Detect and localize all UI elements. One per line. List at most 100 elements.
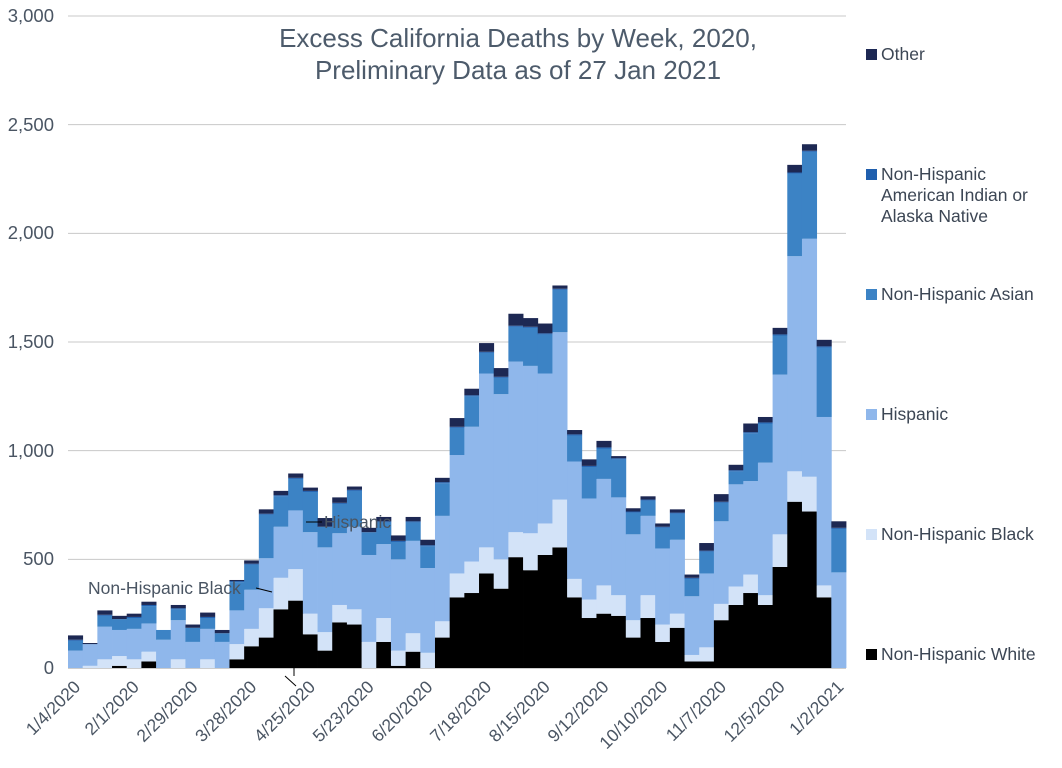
- bar-segment: [655, 527, 671, 549]
- bar-segment: [611, 615, 627, 668]
- bar-segment: [97, 610, 113, 615]
- bar-segment: [170, 604, 186, 609]
- bar-segment: [743, 423, 759, 433]
- annotation-leader-tick: [284, 675, 297, 687]
- bar-segment: [200, 628, 216, 660]
- legend-swatch: [866, 49, 877, 60]
- legend-label: Other: [881, 44, 925, 64]
- bar-segment: [552, 547, 568, 668]
- bar-segment: [229, 644, 245, 660]
- bar-segment: [596, 447, 612, 449]
- bar-segment: [390, 541, 407, 560]
- bar-segment: [258, 608, 274, 638]
- bar-segment: [713, 620, 729, 668]
- bar-segment: [229, 610, 245, 645]
- bar-segment: [346, 526, 362, 610]
- bar-segment: [479, 352, 495, 374]
- bar-segment: [258, 637, 274, 668]
- bar-segment: [523, 327, 539, 366]
- bar-segment: [801, 151, 818, 239]
- bar-segment: [346, 624, 362, 668]
- bar-segment: [112, 629, 128, 657]
- bar-segment: [493, 394, 509, 560]
- bar-segment: [229, 659, 245, 668]
- legend-swatch: [866, 649, 877, 660]
- bar-segment: [200, 659, 216, 668]
- bar-segment: [464, 561, 480, 594]
- bar-segment: [772, 335, 788, 375]
- bar-segment: [68, 650, 84, 668]
- bar-segment: [640, 499, 656, 501]
- bar-segment: [317, 526, 333, 548]
- bar-segment: [82, 644, 98, 666]
- x-tick-label: 8/15/2020: [485, 677, 554, 746]
- bar-segment: [302, 532, 318, 614]
- x-tick-labels: 1/4/20202/1/20202/29/20203/28/20204/25/2…: [22, 677, 848, 753]
- bar-segment: [552, 285, 568, 289]
- bar-segment: [611, 595, 627, 616]
- bar-segment: [743, 433, 759, 482]
- bar-segment: [581, 459, 597, 466]
- bar-segment: [420, 568, 436, 653]
- bar-segment: [684, 574, 700, 578]
- bar-segment: [317, 518, 333, 527]
- legend-label: Non-Hispanic Black: [881, 524, 1034, 544]
- bar-segment: [464, 426, 480, 562]
- bar-segment: [831, 527, 847, 529]
- bar-segment: [508, 325, 524, 327]
- bar-segment: [787, 471, 803, 502]
- bar-segment: [244, 628, 260, 647]
- bar-segment: [273, 490, 289, 496]
- bar-segment: [141, 623, 157, 652]
- bar-segment: [317, 632, 333, 651]
- bar-segment: [390, 535, 407, 541]
- bar-segment: [332, 622, 348, 668]
- bar-segment: [537, 334, 553, 374]
- bar-segment: [655, 526, 671, 528]
- bar-segment: [787, 501, 803, 668]
- bar-segment: [537, 523, 553, 555]
- legend-label: Hispanic: [881, 404, 949, 424]
- bar-segment: [479, 373, 495, 548]
- bar-segment: [258, 558, 274, 609]
- bar-segment: [552, 499, 568, 548]
- bar-segment: [288, 477, 304, 479]
- bar-segment: [801, 150, 818, 152]
- bar-segment: [596, 478, 612, 586]
- bar-segment: [112, 665, 128, 668]
- bar-segment: [537, 554, 553, 668]
- bar-segment: [449, 427, 465, 456]
- bar-segment: [713, 502, 729, 522]
- bar-segment: [757, 416, 773, 423]
- bar-segment: [596, 440, 612, 448]
- bar-segment: [787, 164, 803, 173]
- bar-segment: [434, 483, 451, 516]
- bar-segment: [479, 547, 495, 574]
- bar-segment: [801, 238, 818, 477]
- bar-segment: [816, 339, 832, 347]
- bar-segment: [728, 604, 744, 668]
- chart-title: Excess California Deaths by Week, 2020,: [279, 23, 757, 53]
- bar-segment: [567, 435, 583, 462]
- bar-segment: [464, 593, 480, 668]
- bar-segment: [625, 637, 641, 668]
- bar-segment: [449, 426, 465, 428]
- bar-segment: [302, 490, 318, 492]
- bar-segment: [434, 621, 451, 638]
- bar-segment: [170, 620, 186, 660]
- bar-segment: [244, 646, 260, 668]
- x-tick-label: 7/18/2020: [426, 677, 495, 746]
- bar-segment: [640, 496, 656, 500]
- bar-segment: [787, 256, 803, 472]
- bar-segment: [581, 599, 597, 619]
- y-tick-label: 2,500: [7, 113, 54, 135]
- bar-segment: [801, 476, 818, 512]
- annotation-leader-nhb: [255, 587, 273, 593]
- legend-swatch: [866, 289, 877, 300]
- bar-segment: [200, 612, 216, 617]
- bar-segment: [170, 609, 186, 621]
- bar-segment: [420, 545, 436, 547]
- bar-segment: [552, 289, 568, 333]
- bar-segment: [655, 624, 671, 642]
- bar-segment: [214, 641, 230, 668]
